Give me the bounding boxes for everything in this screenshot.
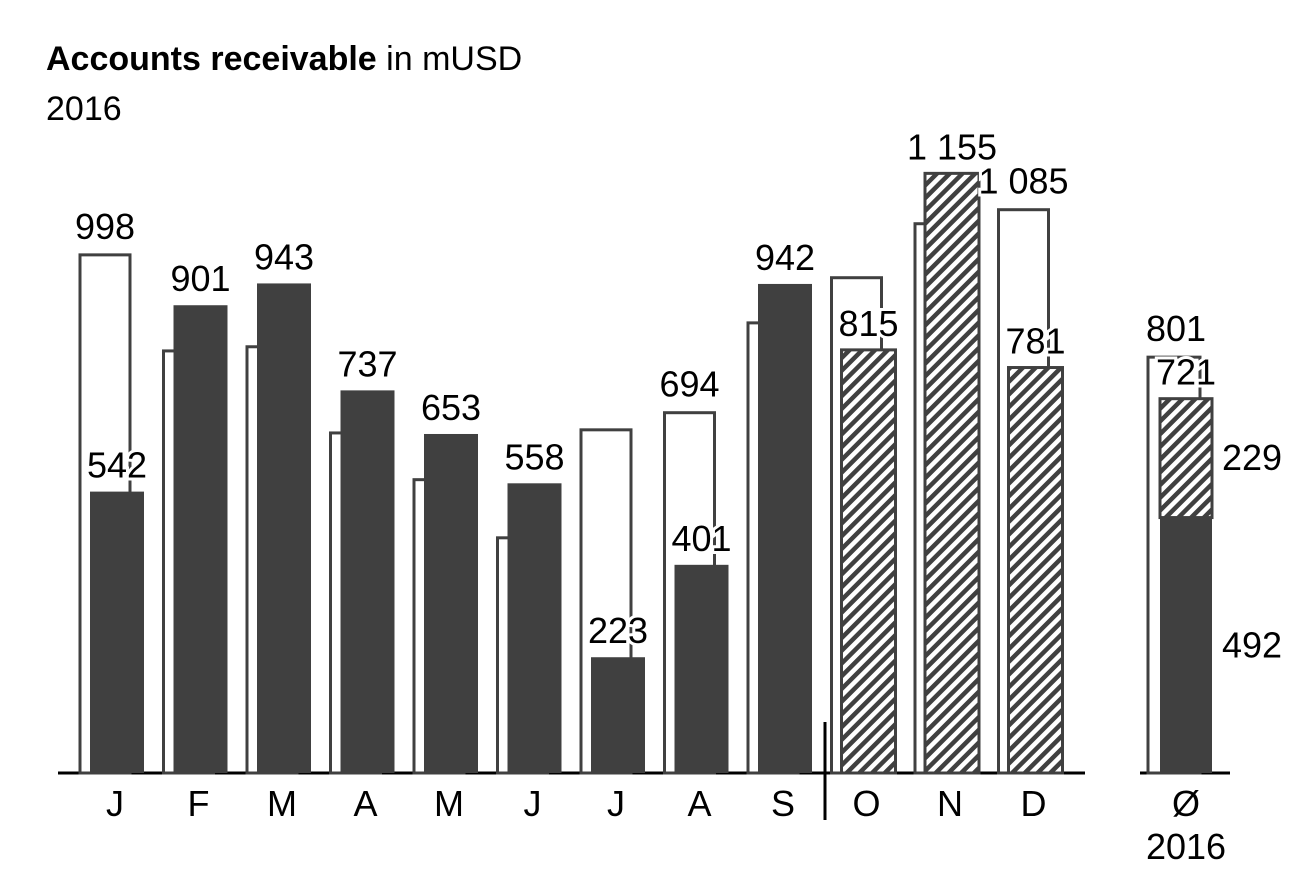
x-tick-label: Ø [1172,783,1200,824]
x-tick-label: J [106,783,124,824]
average-segment [1158,397,1214,520]
subtitle: 2016 [46,90,122,128]
x-tick-label: O [852,783,880,824]
value-label: 223 [588,610,648,651]
x-tick-label: S [771,783,795,824]
actual-bar [923,171,981,775]
value-label: 558 [504,436,564,477]
actual-bar [674,564,729,773]
value-label: 721 [1156,352,1216,393]
x-tick-label: M [267,783,297,824]
value-label: 901 [170,258,230,299]
x-tick-label: J [524,783,542,824]
actual-bar [507,483,562,773]
value-label: 694 [659,364,719,405]
actual-bar [424,433,478,773]
value-label: 1 085 [978,161,1068,202]
actual-bar [1007,366,1064,775]
x-tick-label: M [434,783,464,824]
chart-title: Accounts receivable in mUSD [46,40,522,78]
actual-bar [257,283,311,773]
value-label: 653 [421,387,481,428]
value-label: 801 [1146,308,1206,349]
x-tick-label: A [687,783,711,824]
value-label: 1 155 [907,126,997,167]
segment-label: 492 [1222,624,1282,665]
unit: in mUSD [386,40,522,78]
value-label: 781 [1005,321,1065,362]
value-label: 815 [838,303,898,344]
title: Accounts receivable [46,40,377,78]
x-tick-label: N [937,783,963,824]
actual-bar [758,283,812,773]
actual-bar [840,348,897,775]
segment-label: 229 [1222,437,1282,478]
value-label: 542 [87,445,147,486]
x-tick-label: A [353,783,377,824]
actual-bar [340,390,395,773]
actual-bar [173,305,228,773]
x-tick-label: 2016 [1146,826,1226,867]
average-segment [1160,517,1212,773]
value-label: 737 [337,343,397,384]
x-tick-label: F [188,783,210,824]
value-label: 401 [671,518,731,559]
value-label: 942 [755,237,815,278]
x-tick-label: J [607,783,625,824]
actual-bar [591,657,645,773]
value-label: 943 [254,236,314,277]
value-label: 998 [75,206,135,247]
actual-bar [90,491,144,773]
x-tick-label: D [1021,783,1047,824]
